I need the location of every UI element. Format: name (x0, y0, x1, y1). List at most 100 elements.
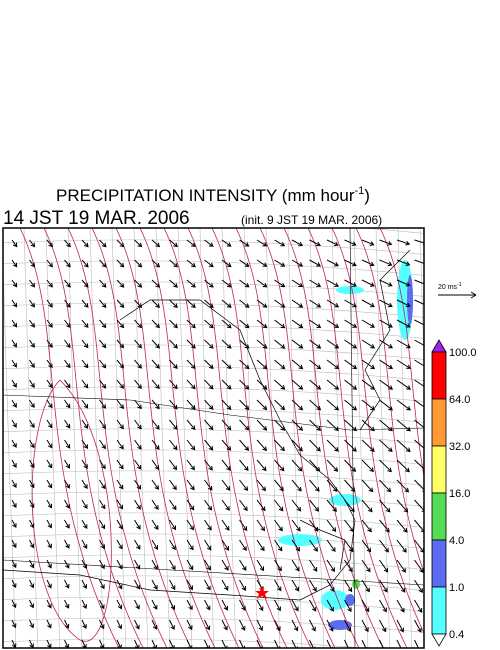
wind-arrow (361, 559, 371, 573)
wind-arrow (396, 599, 405, 613)
wind-arrow (326, 419, 339, 432)
meridian (265, 228, 281, 648)
wind-arrow (309, 359, 322, 370)
wind-arrow (291, 599, 299, 612)
wind-arrow (274, 339, 286, 349)
wind-arrow (274, 519, 283, 532)
wind-arrow (116, 619, 123, 630)
wind-arrow (396, 419, 411, 432)
wind-arrow (361, 479, 374, 493)
map-content (3, 228, 424, 648)
wind-arrow (396, 239, 411, 246)
wind-arrow (64, 379, 71, 389)
wind-arrow (116, 639, 122, 648)
wind-arrow (11, 619, 17, 629)
wind-arrow (274, 299, 286, 308)
wind-arrow (81, 339, 89, 349)
wind-arrow (239, 319, 250, 329)
wind-arrow (116, 399, 124, 410)
wind-arrow (29, 639, 34, 648)
wind-arrow (309, 379, 322, 390)
wind-arrow (291, 299, 304, 308)
wind-arrow (291, 239, 304, 247)
wind-arrow (134, 539, 141, 550)
wind-arrow (151, 379, 160, 390)
wind-arrow (29, 479, 35, 489)
wind-arrow (64, 279, 71, 288)
wind-arrow (326, 439, 339, 452)
wind-arrow (414, 279, 424, 287)
wind-arrow (414, 419, 424, 429)
wind-arrow (414, 599, 423, 613)
wind-arrow (46, 259, 53, 268)
wind-arrow (414, 319, 424, 328)
wind-arrow (134, 279, 143, 288)
wind-arrow (379, 519, 390, 533)
wind-arrow (151, 479, 159, 490)
wind-arrow (379, 359, 394, 369)
wind-arrow (396, 559, 406, 573)
wind-arrow (239, 619, 246, 631)
wind-arrow (221, 379, 232, 390)
wind-arrow (204, 599, 211, 611)
wind-arrow (204, 579, 211, 591)
wind-arrow (186, 519, 194, 531)
wind-arrow (169, 519, 177, 531)
wind-arrow (344, 379, 358, 390)
wind-arrow (221, 599, 229, 611)
wind-arrow (11, 359, 17, 368)
wind-arrow (186, 459, 195, 471)
wind-arrow (169, 599, 176, 611)
parallel (3, 512, 424, 528)
wind-arrow (81, 459, 88, 470)
parallel (3, 638, 367, 648)
wind-arrow (291, 579, 299, 592)
wind-arrow (239, 239, 250, 247)
wind-arrow (326, 379, 340, 390)
meridian (177, 228, 193, 648)
wind-arrow (379, 379, 394, 390)
wind-arrow (11, 579, 17, 589)
wind-arrow (256, 399, 268, 411)
wind-arrow (81, 379, 89, 389)
isobar (163, 228, 264, 648)
wind-arrow (221, 419, 232, 431)
parallel (3, 260, 424, 276)
parallel (3, 344, 424, 360)
wind-arrow (396, 319, 411, 328)
meridian (221, 228, 237, 648)
wind-arrow (396, 299, 411, 308)
wind-arrow (344, 339, 358, 349)
wind-arrow (309, 299, 322, 308)
wind-arrow (379, 339, 394, 349)
wind-arrow (379, 639, 386, 648)
wind-arrow (256, 499, 266, 512)
wind-arrow (221, 439, 232, 451)
wind-arrow (256, 299, 268, 308)
wind-arrow (221, 239, 232, 247)
wind-arrow (221, 559, 229, 571)
wind-arrow (169, 419, 178, 430)
wind-arrow (344, 439, 357, 452)
wind-arrow (309, 339, 322, 349)
wind-arrow (239, 579, 246, 591)
wind-arrow (396, 479, 410, 493)
parallel (3, 428, 424, 444)
wind-arrow (169, 239, 178, 248)
wind-arrow (46, 439, 53, 449)
wind-arrow (274, 259, 286, 267)
wind-arrow (46, 359, 53, 369)
wind-arrow (186, 499, 195, 511)
wind-arrow (29, 299, 35, 308)
meridian (133, 228, 149, 648)
wind-arrow (29, 259, 36, 268)
wind-arrow (99, 299, 107, 308)
wind-arrow (29, 239, 36, 248)
wind-arrow (239, 379, 250, 390)
wind-arrow (344, 299, 358, 308)
wind-arrow (344, 639, 351, 648)
wind-arrow (151, 579, 158, 590)
wind-arrow (151, 339, 160, 349)
wind-arrow (396, 619, 404, 633)
wind-arrow (256, 539, 265, 552)
